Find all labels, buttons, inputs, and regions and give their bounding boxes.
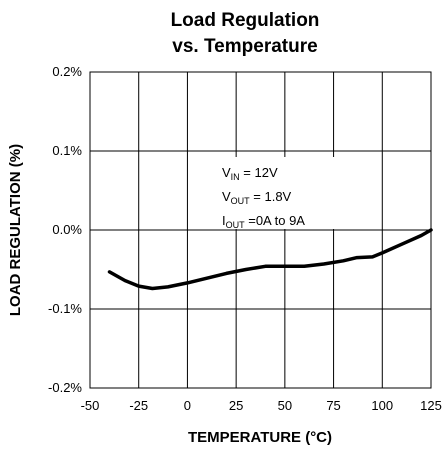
y-tick-label: -0.1% [48, 301, 82, 316]
x-tick-label: 125 [420, 398, 442, 413]
y-tick-label: 0.1% [52, 143, 82, 158]
annotation-line: VIN = 12V [222, 165, 278, 182]
annotation-line: IOUT =0A to 9A [222, 213, 305, 230]
x-tick-label: 50 [278, 398, 292, 413]
x-tick-label: 25 [229, 398, 243, 413]
x-axis-label: TEMPERATURE (°C) [188, 429, 332, 446]
y-tick-labels: 0.2% 0.1% 0.0% -0.1% -0.2% [48, 64, 82, 395]
x-tick-label: -25 [129, 398, 148, 413]
y-tick-label: 0.0% [52, 222, 82, 237]
grid [89, 71, 432, 389]
y-tick-label: 0.2% [52, 64, 82, 79]
x-tick-label: 100 [371, 398, 393, 413]
conditions-annotation: VIN = 12V VOUT = 1.8V IOUT =0A to 9A [222, 165, 305, 230]
chart-title-line-1: Load Regulation [171, 10, 320, 31]
x-tick-labels: -50 -25 0 25 50 75 100 125 [81, 398, 442, 413]
series-line [107, 228, 433, 291]
x-tick-label: -50 [81, 398, 100, 413]
y-tick-label: -0.2% [48, 380, 82, 395]
x-tick-label: 0 [184, 398, 191, 413]
chart-title-line-2: vs. Temperature [172, 36, 317, 57]
annotation-line: VOUT = 1.8V [222, 189, 292, 206]
annotation-box-bg [218, 157, 346, 229]
x-tick-label: 75 [326, 398, 340, 413]
y-axis-label: LOAD REGULATION (%) [7, 144, 24, 316]
